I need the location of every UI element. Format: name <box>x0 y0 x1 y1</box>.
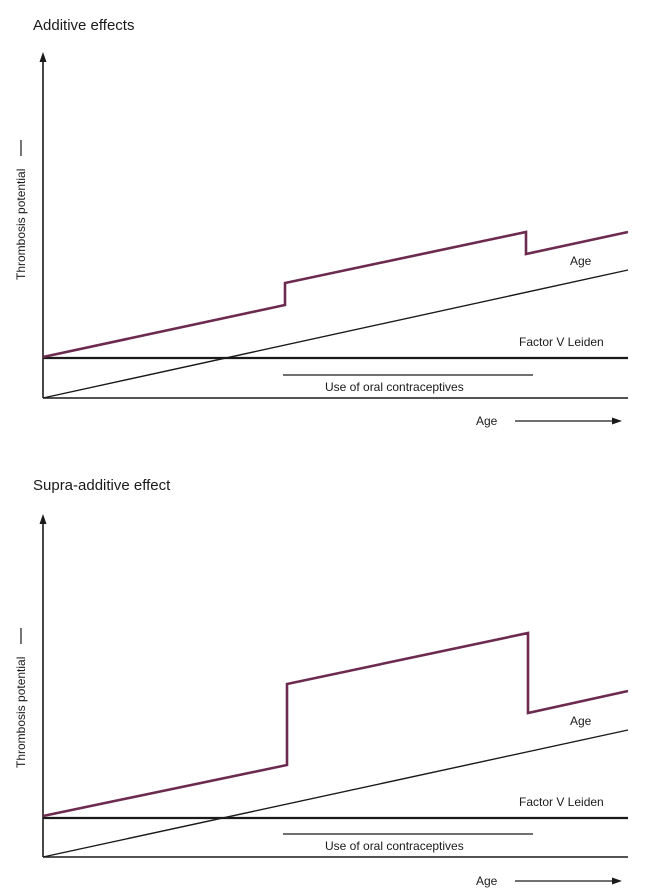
panel-title: Supra-additive effect <box>33 477 171 494</box>
age-line <box>42 269 629 399</box>
y-axis-label: Thrombosis potential <box>14 657 28 768</box>
age-line-label: Age <box>570 714 592 728</box>
y-axis-label-group: Thrombosis potential <box>14 628 28 768</box>
age-line <box>42 729 629 858</box>
y-axis-arrow-icon <box>39 52 47 62</box>
panel-additive: Additive effects Thrombosis potential Ag… <box>14 17 629 428</box>
x-axis-label: Age <box>476 414 498 428</box>
panel-supra-additive: Supra-additive effect Thrombosis potenti… <box>14 477 629 888</box>
age-line-label: Age <box>570 254 592 268</box>
contraceptives-label: Use of oral contraceptives <box>325 380 464 394</box>
combined-potential-line <box>42 230 629 359</box>
x-axis-arrow-icon <box>612 877 622 885</box>
factor-v-leiden-label: Factor V Leiden <box>519 795 604 809</box>
contraceptives-label: Use of oral contraceptives <box>325 839 464 853</box>
panel-title: Additive effects <box>33 17 134 34</box>
y-axis-label-group: Thrombosis potential <box>14 140 28 280</box>
combined-potential-line <box>42 631 629 818</box>
y-axis-label: Thrombosis potential <box>14 169 28 280</box>
x-axis-label: Age <box>476 874 498 888</box>
y-axis-arrow-icon <box>39 514 47 524</box>
factor-v-leiden-label: Factor V Leiden <box>519 335 604 349</box>
x-axis-arrow-icon <box>612 417 622 425</box>
